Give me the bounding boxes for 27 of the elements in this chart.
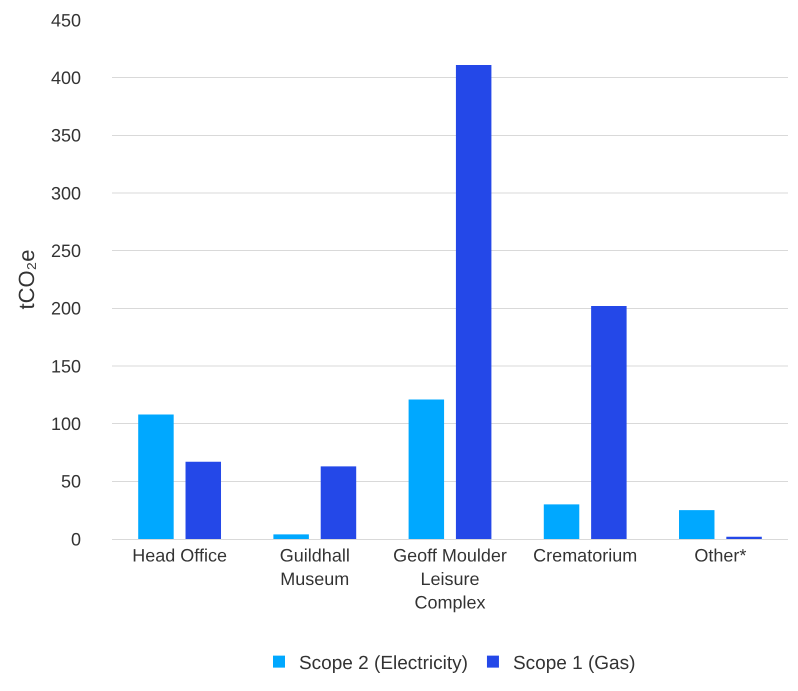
bar [408, 399, 444, 539]
y-tick-label: 0 [70, 529, 81, 550]
bar [544, 504, 580, 539]
y-tick-label: 100 [50, 414, 81, 434]
x-tick-label: Head Office [132, 546, 227, 566]
x-tick-label: Crematorium [533, 546, 638, 566]
bar [456, 64, 492, 539]
bar [320, 466, 356, 539]
y-tick-label: 200 [50, 298, 81, 319]
y-tick-label: 300 [50, 183, 81, 204]
y-axis-title: tCO₂e [14, 250, 39, 310]
bar [138, 414, 174, 539]
legend-label: Scope 2 (Electricity) [299, 653, 468, 674]
x-tick-label: Geoff Moulder Leisure Complex [393, 546, 507, 612]
y-tick-label: 350 [50, 126, 81, 146]
x-tick-label: Guildhall Museum [280, 546, 350, 589]
y-tick-label: 150 [50, 356, 81, 376]
legend-label: Scope 1 (Gas) [512, 653, 636, 674]
bar [273, 534, 309, 539]
y-tick-label: 400 [50, 68, 81, 88]
y-tick-label: 450 [50, 10, 81, 30]
bar [679, 510, 714, 539]
x-tick-label: Other* [694, 546, 746, 566]
bar [591, 306, 627, 539]
y-tick-label: 250 [50, 240, 81, 261]
bar [186, 462, 222, 539]
y-tick-label: 50 [60, 472, 81, 492]
